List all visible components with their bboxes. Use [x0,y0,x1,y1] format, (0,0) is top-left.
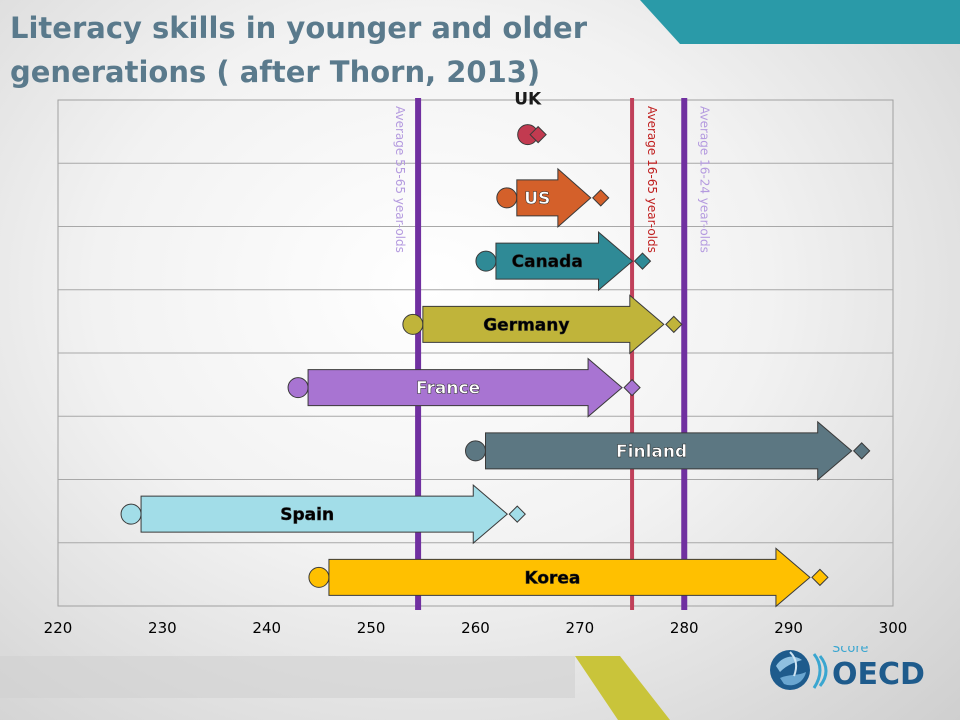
bar-label: Finland [616,442,687,462]
younger-point [592,189,610,207]
reference-line-label: Average 55-65 year-olds [393,106,407,253]
x-tick-label: 230 [148,619,177,637]
arrow-bar [422,294,665,355]
bar-group: Germany [402,294,683,355]
x-axis-label: Score [832,646,868,656]
globe-icon [770,650,810,690]
oecd-logo: Score OECD [770,646,925,692]
younger-point [665,315,683,334]
bar-group: Finland [465,420,871,481]
older-point [402,313,424,335]
younger-point [623,378,641,397]
bar-group: Canada [475,231,652,292]
older-point [287,377,309,399]
logo-accent [812,653,828,689]
reference-line-label: Average 16-24 year-olds [697,106,711,253]
younger-point [852,442,871,460]
older-point [465,440,486,462]
bar-label: Korea [524,568,580,588]
chart-title: Literacy skills in younger and older gen… [10,11,588,89]
bar-label: Canada [512,252,583,272]
corner-decoration-bottom [575,656,670,720]
older-point [120,503,142,525]
arrow-bar [307,357,623,418]
younger-point [508,505,526,523]
x-tick-label: 270 [566,619,595,637]
reference-line-label: Average 16-65 year-olds [645,106,659,253]
arrow-bar [516,167,592,228]
bar-label: UK [514,90,542,110]
corner-decoration-top [640,0,960,44]
x-tick-label: 290 [774,619,803,637]
younger-point [633,252,652,270]
x-tick-label: 260 [461,619,490,637]
bar-group: UK [514,90,547,146]
bar-label: France [416,379,480,399]
x-tick-label: 280 [670,619,699,637]
older-point [475,250,497,272]
bar-group: France [287,357,641,418]
x-tick-label: 250 [357,619,386,637]
older-point [496,187,518,209]
bar-group: Spain [120,484,526,545]
bar-label: Spain [280,505,334,525]
arrow-bar [495,231,634,292]
arrow-bar [328,547,811,608]
bar-label: US [524,189,550,209]
logo-text: OECD [832,657,925,692]
younger-point [529,125,547,144]
x-tick-label: 220 [44,619,73,637]
footer-band [0,656,575,698]
younger-point [811,568,829,587]
older-point [308,566,330,588]
bar-group: Korea [308,547,829,608]
x-tick-label: 300 [879,619,908,637]
arrow-bar [485,420,853,481]
arrow-bar [140,484,509,545]
bar-label: Germany [483,315,569,335]
bar-group: US [496,167,610,228]
x-tick-label: 240 [252,619,281,637]
